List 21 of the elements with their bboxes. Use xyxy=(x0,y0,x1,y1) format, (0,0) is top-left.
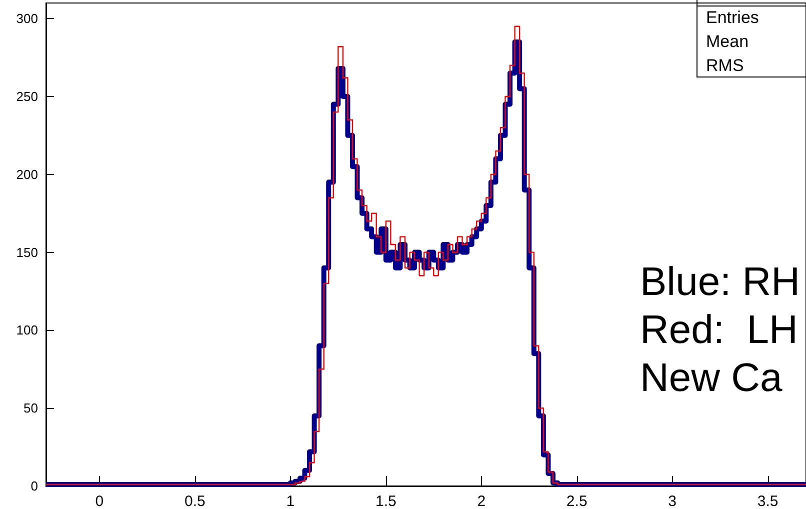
y-tick-label: 0 xyxy=(30,478,38,494)
y-tick-label: 100 xyxy=(16,322,38,338)
x-tick-label: 2 xyxy=(477,493,486,509)
x-tick-label: 3 xyxy=(668,493,677,509)
x-tick-label: 1 xyxy=(286,493,295,509)
y-tick-label: 200 xyxy=(16,166,38,182)
x-tick-label: 0.5 xyxy=(184,493,206,509)
y-tick-label: 250 xyxy=(16,88,38,104)
annotation: Blue: RH xyxy=(640,260,800,304)
annotation: Entries xyxy=(706,8,759,27)
annotation: Red: LH xyxy=(640,308,798,352)
y-tick-label: 300 xyxy=(16,11,38,26)
x-tick-label: 2.5 xyxy=(566,493,588,509)
annotation: New Ca xyxy=(640,356,784,400)
y-tick-label: 50 xyxy=(24,400,38,416)
x-tick-label: 3.5 xyxy=(757,493,778,509)
x-tick-label: 1.5 xyxy=(375,493,396,509)
y-tick-label: 150 xyxy=(16,244,38,260)
x-tick-label: 0 xyxy=(95,493,104,509)
annotation: Mean xyxy=(706,32,749,51)
annotation: RMS xyxy=(706,56,744,75)
